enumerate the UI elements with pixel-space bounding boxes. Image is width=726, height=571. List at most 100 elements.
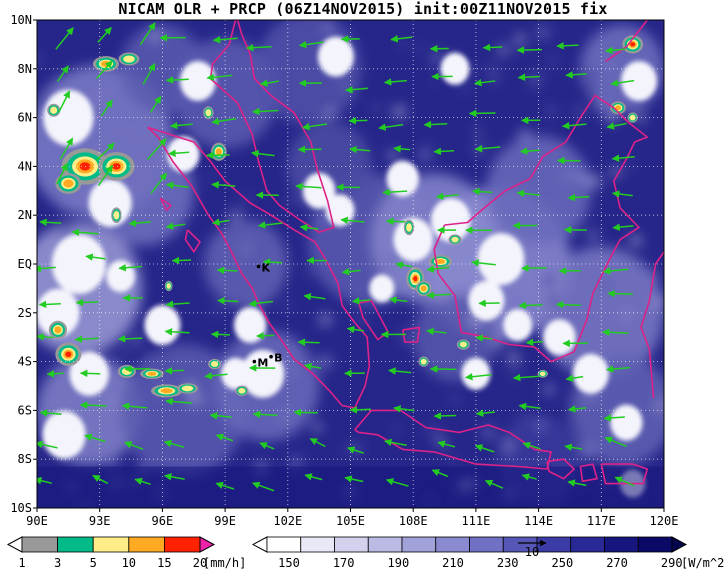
cloud-core [51,234,106,294]
cloud-speckle [574,185,582,193]
wind-reference-label: 10 [525,545,539,559]
lon-tick-label: 99E [214,514,236,528]
cloud-speckle [132,336,142,345]
wind-arrow [385,478,409,487]
cloud-speckle [189,394,200,405]
wind-arrow [347,446,365,454]
cloud-core [543,319,576,356]
cloud-speckle [580,444,594,459]
cloud-speckle [515,33,526,44]
wind-arrow [38,300,61,309]
olr-cb-unit: [W/m^2] [681,556,726,570]
olr-cb-upper-cap [671,536,688,553]
cloud-speckle [529,73,542,86]
cloud-speckle [392,426,398,432]
wind-arrow [344,475,364,483]
cloud-speckle [95,94,103,102]
wind-arrow [211,117,237,126]
cloud-speckle [537,452,547,462]
precip-cb-swatch [128,536,165,553]
cloud-speckle [493,340,502,349]
lat-tick-label: 2S [18,306,32,320]
station-label: K [262,261,271,274]
cloud-speckle [425,424,440,439]
wind-arrow [567,405,587,413]
wind-arrow [516,189,540,198]
wind-arrow [165,397,192,406]
cloud-speckle [487,69,502,84]
coastline [546,458,575,480]
wind-arrow [251,149,275,158]
coastlines [147,20,664,485]
station-dot [269,354,273,359]
wind-arrow [345,85,368,94]
cloud-core [106,260,135,293]
clear-sky-band [37,466,664,508]
cloud-core [144,305,181,345]
cloud-speckle [564,173,571,180]
wind-arrow [259,442,275,450]
cloud-speckle [392,105,406,119]
olr-cb-lower-cap [251,536,268,553]
precip-10mm [420,285,427,292]
wind-arrow [39,409,62,417]
precip-10mm [435,259,445,265]
cloud-speckle [387,150,398,161]
wind-arrow [519,147,540,155]
precip-cb-label: 15 [157,556,171,570]
wind-arrow [565,71,587,79]
cloud-speckle [585,66,599,80]
precip-5mm [539,371,546,376]
precip-5mm [123,55,135,63]
wind-arrow [561,121,587,130]
wind-arrow [163,473,185,481]
wind-arrow [378,123,404,131]
wind-arrow [165,181,189,190]
lat-tick-label: 4N [18,159,32,173]
cloud-speckle [76,195,82,201]
cloud-speckle [149,29,161,41]
wind-arrow [567,479,587,487]
olr-cb-swatch [469,536,504,553]
precip-colorbar: 1 3 5 10 15 20[mm/h] [6,536,246,570]
coastline [605,20,648,63]
cloud-speckle [321,96,333,108]
cloud-speckle [373,105,380,112]
cloud-speckle [325,109,335,119]
coastline [640,251,664,399]
cloud-speckle [517,43,524,50]
precip-10mm [215,148,222,156]
cloud-core [88,179,132,227]
wind-arrow [37,440,58,449]
wind-arrow [85,253,106,261]
wind-arrow [298,40,324,49]
wind-arrow [118,264,143,272]
wind-arrow [605,46,626,55]
wind-arrow [474,78,496,87]
cloud-speckle [287,62,292,67]
wind-arrow [297,338,320,346]
wind-arrow [46,370,64,378]
wind-arrow [393,145,411,153]
precip-cb-label: 10 [122,556,136,570]
wind-arrow [55,27,74,50]
precip-15mm [112,163,121,170]
wind-arrow [388,367,412,375]
coastline [434,20,435,21]
cloud-speckle [474,128,482,135]
cloud-core [37,288,80,337]
cloud-speckle [605,111,617,124]
lat-tick-label: 2N [18,208,32,222]
precip-10mm [54,326,62,334]
cloud-speckle [588,230,599,241]
coastline [147,126,371,409]
wind-arrow [252,410,278,419]
wind-arrow [605,365,631,373]
cloud-speckle [438,293,447,302]
cloud-speckle [287,365,296,374]
wind-arrow [303,292,326,301]
wind-arrow [215,433,234,442]
wind-arrow [349,145,371,154]
wind-arrow [251,481,275,492]
precip-10mm [147,371,157,376]
